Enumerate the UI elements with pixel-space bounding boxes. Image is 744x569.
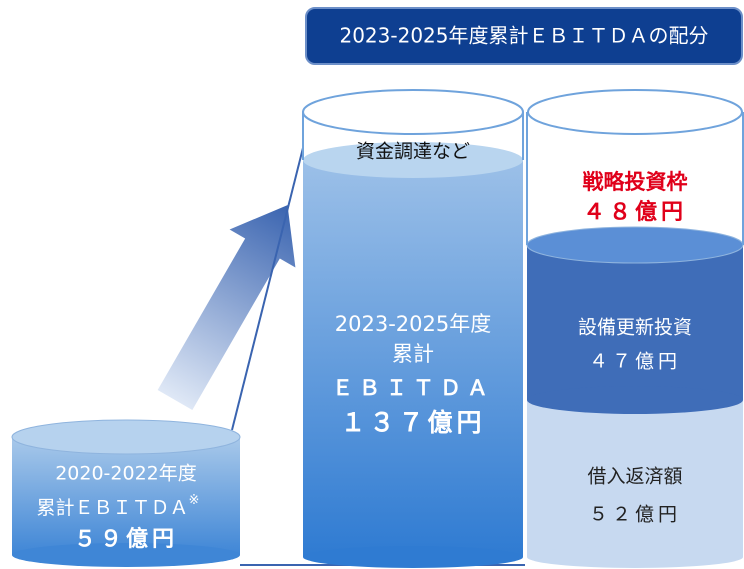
- top-label: 資金調達など: [356, 141, 470, 163]
- note: ※: [189, 493, 200, 508]
- cylinder-middle: [302, 89, 524, 568]
- label: 借入返済額: [587, 466, 682, 488]
- label: 2020-2022年度: [55, 463, 197, 485]
- label: ４８億円: [583, 199, 687, 225]
- header-box: [305, 7, 743, 65]
- label: １３７億円: [340, 408, 485, 437]
- label: ＥＢＩＴＤＡ: [332, 376, 494, 400]
- label: 累計ＥＢＩＴＤＡ: [37, 497, 189, 519]
- connector: [231, 139, 306, 431]
- label: ４７億円: [589, 351, 681, 373]
- label: 2023-2025年度: [335, 312, 491, 336]
- label: 累計: [392, 342, 434, 366]
- label: ５９億円: [74, 526, 178, 552]
- header-title: 2023-2025年度累計ＥＢＩＴＤＡの配分: [339, 24, 708, 48]
- label: 設備更新投資: [578, 317, 692, 339]
- label: ５２億円: [589, 504, 681, 526]
- cylinder-left: [11, 419, 241, 567]
- arrow: [157, 205, 296, 410]
- label: 累計ＥＢＩＴＤＡ※: [37, 493, 200, 519]
- cylinder-right: [526, 89, 744, 568]
- label: 戦略投資枠: [583, 170, 688, 194]
